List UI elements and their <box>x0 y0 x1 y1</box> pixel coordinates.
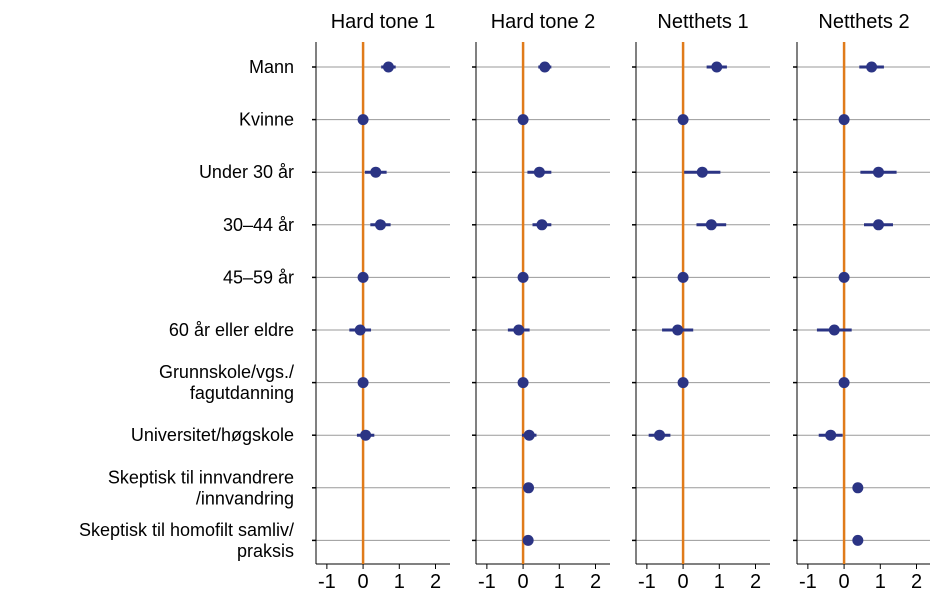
estimate-point <box>866 61 878 73</box>
panels: -1 0 1 2 -1 0 1 2 -1 0 1 2 -1 0 1 2 <box>312 42 930 593</box>
estimate-point <box>705 219 717 231</box>
x-tick-label: 1 <box>714 571 725 593</box>
category-label: Skeptisk til homofilt samliv/praksis <box>79 520 294 561</box>
x-tick-label: 2 <box>430 571 441 593</box>
estimate-point <box>872 166 884 178</box>
estimate-point <box>517 377 529 389</box>
estimate-point <box>696 166 708 178</box>
category-label-line: Mann <box>249 57 294 77</box>
estimate-point <box>852 482 864 494</box>
x-tick-label: -1 <box>478 571 496 593</box>
category-label-line: Skeptisk til innvandrere <box>108 467 294 487</box>
category-label: Universitet/høgskole <box>131 425 294 445</box>
category-labels: Mann Kvinne Under 30 år 30–44 år 45–59 år 60 … <box>79 57 294 561</box>
estimate-point <box>517 114 529 126</box>
estimate-point <box>357 271 369 283</box>
panel-titles: Hard tone 1 Hard tone 2 Netthets 1 Netthets… <box>331 11 910 33</box>
estimate-point <box>522 534 534 546</box>
category-label-line: /innvandring <box>196 488 294 508</box>
x-tick-label: 1 <box>554 571 565 593</box>
estimate-point <box>872 219 884 231</box>
estimate-point <box>374 219 386 231</box>
category-label-line: Kvinne <box>239 110 294 130</box>
estimate-point <box>382 61 394 73</box>
panel: -1 0 1 2 <box>472 42 610 593</box>
estimate-point <box>370 166 382 178</box>
estimate-point <box>672 324 684 336</box>
estimate-point <box>517 271 529 283</box>
category-label: 45–59 år <box>223 267 294 287</box>
x-tick-label: 2 <box>911 571 922 593</box>
x-tick-label: 0 <box>839 571 850 593</box>
category-label-line: 45–59 år <box>223 267 294 287</box>
x-tick-label: -1 <box>638 571 656 593</box>
x-tick-label: 0 <box>518 571 529 593</box>
panel: -1 0 1 2 <box>632 42 770 593</box>
category-label-line: fagutdanning <box>190 383 294 403</box>
x-tick-label: 1 <box>875 571 886 593</box>
category-label-line: Universitet/høgskole <box>131 425 294 445</box>
estimate-point <box>677 271 689 283</box>
category-label: 60 år eller eldre <box>169 320 294 340</box>
estimate-point <box>838 271 850 283</box>
category-label-line: Skeptisk til homofilt samliv/ <box>79 520 294 540</box>
category-label: Kvinne <box>239 110 294 130</box>
estimate-point <box>828 324 840 336</box>
estimate-point <box>354 324 366 336</box>
panel-title: Hard tone 2 <box>491 11 596 33</box>
x-tick-label: 1 <box>394 571 405 593</box>
estimate-point <box>838 114 850 126</box>
category-label-line: Grunnskole/vgs./ <box>159 362 294 382</box>
category-label-line: 30–44 år <box>223 215 294 235</box>
category-label: Mann <box>249 57 294 77</box>
category-label: Grunnskole/vgs./fagutdanning <box>159 362 294 403</box>
category-label-line: praksis <box>237 541 294 561</box>
estimate-point <box>677 114 689 126</box>
estimate-point <box>357 114 369 126</box>
category-label-line: Under 30 år <box>199 162 294 182</box>
x-tick-label: 0 <box>678 571 689 593</box>
x-tick-label: 2 <box>750 571 761 593</box>
x-tick-label: -1 <box>799 571 817 593</box>
category-label: 30–44 år <box>223 215 294 235</box>
estimate-point <box>523 429 535 441</box>
x-tick-label: 2 <box>590 571 601 593</box>
estimate-point <box>711 61 723 73</box>
estimate-point <box>852 534 864 546</box>
estimate-point <box>539 61 551 73</box>
panel-title: Netthets 1 <box>657 11 748 33</box>
x-tick-label: -1 <box>318 571 336 593</box>
panel-title: Netthets 2 <box>818 11 909 33</box>
estimate-point <box>360 429 372 441</box>
panel: -1 0 1 2 <box>312 42 450 593</box>
category-label-line: 60 år eller eldre <box>169 320 294 340</box>
estimate-point <box>536 219 548 231</box>
panel-title: Hard tone 1 <box>331 11 436 33</box>
panel: -1 0 1 2 <box>793 42 930 593</box>
estimate-point <box>838 377 850 389</box>
estimate-point <box>357 377 369 389</box>
estimate-point <box>654 429 666 441</box>
estimate-point <box>523 482 535 494</box>
estimate-point <box>825 429 837 441</box>
category-label: Skeptisk til innvandrere/innvandring <box>108 467 294 508</box>
estimate-point <box>513 324 525 336</box>
estimate-point <box>677 377 689 389</box>
category-label: Under 30 år <box>199 162 294 182</box>
estimate-point <box>533 166 545 178</box>
x-tick-label: 0 <box>358 571 369 593</box>
